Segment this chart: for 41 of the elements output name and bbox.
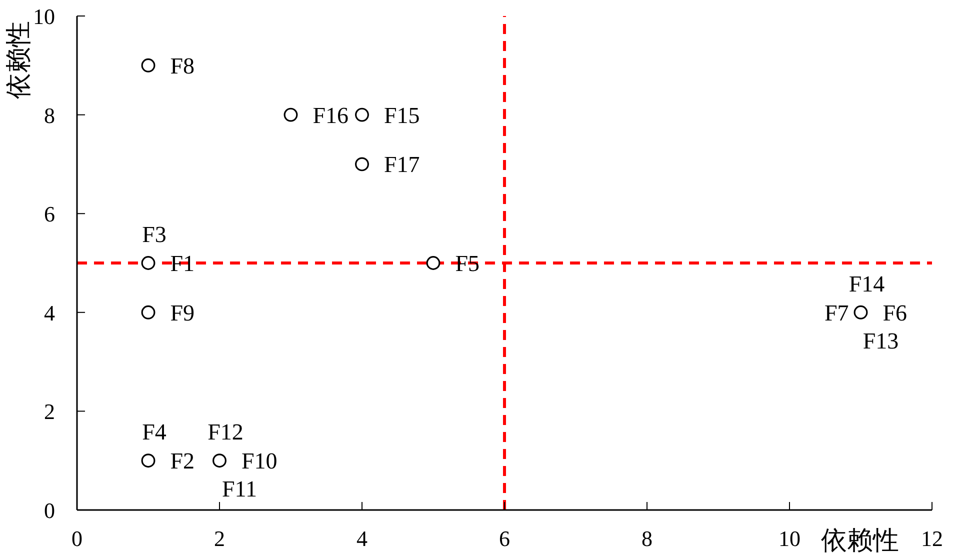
annotation: F3	[142, 222, 166, 246]
point	[426, 256, 440, 270]
x-tick-label: 4	[356, 526, 368, 550]
annotation: F8	[170, 52, 195, 78]
y-tick-label: 2	[44, 398, 55, 424]
annotation: F2	[170, 448, 195, 474]
annotation: F14	[848, 270, 886, 296]
x-axis-title: 依赖性	[821, 526, 900, 554]
point	[854, 305, 868, 320]
point	[212, 454, 226, 468]
y-tick-label: 10	[33, 4, 55, 28]
annotation: F11	[222, 476, 257, 502]
annotation: F17	[384, 152, 420, 177]
point	[141, 305, 156, 320]
annotation: F1	[170, 250, 195, 276]
y-tick-label: 0	[44, 498, 55, 522]
annotation: F6	[882, 300, 908, 325]
x-tick-label: 2	[214, 526, 225, 550]
y-tick-label: 6	[44, 201, 55, 226]
point	[284, 108, 298, 122]
y-tick-label: 4	[44, 300, 55, 325]
point	[141, 454, 156, 468]
point	[141, 58, 156, 72]
annotation: F10	[242, 448, 278, 474]
annotation: F12	[208, 419, 244, 444]
point	[355, 157, 369, 172]
annotation: F7	[824, 300, 849, 325]
annotation: F15	[384, 102, 420, 128]
annotation: F4	[142, 419, 167, 444]
point	[355, 108, 369, 122]
annotation: F13	[862, 328, 899, 353]
x-tick-label: 10	[778, 526, 800, 550]
y-tick-label: 8	[44, 102, 55, 128]
annotation: F16	[312, 102, 349, 128]
x-tick-label: 6	[499, 526, 510, 550]
point	[141, 256, 156, 270]
x-tick-label: 0	[72, 526, 82, 550]
x-tick-label: 12	[921, 526, 943, 550]
y-axis-title: 依赖性	[4, 21, 32, 99]
annotation: F9	[170, 300, 195, 325]
x-tick-label: 8	[642, 526, 652, 550]
